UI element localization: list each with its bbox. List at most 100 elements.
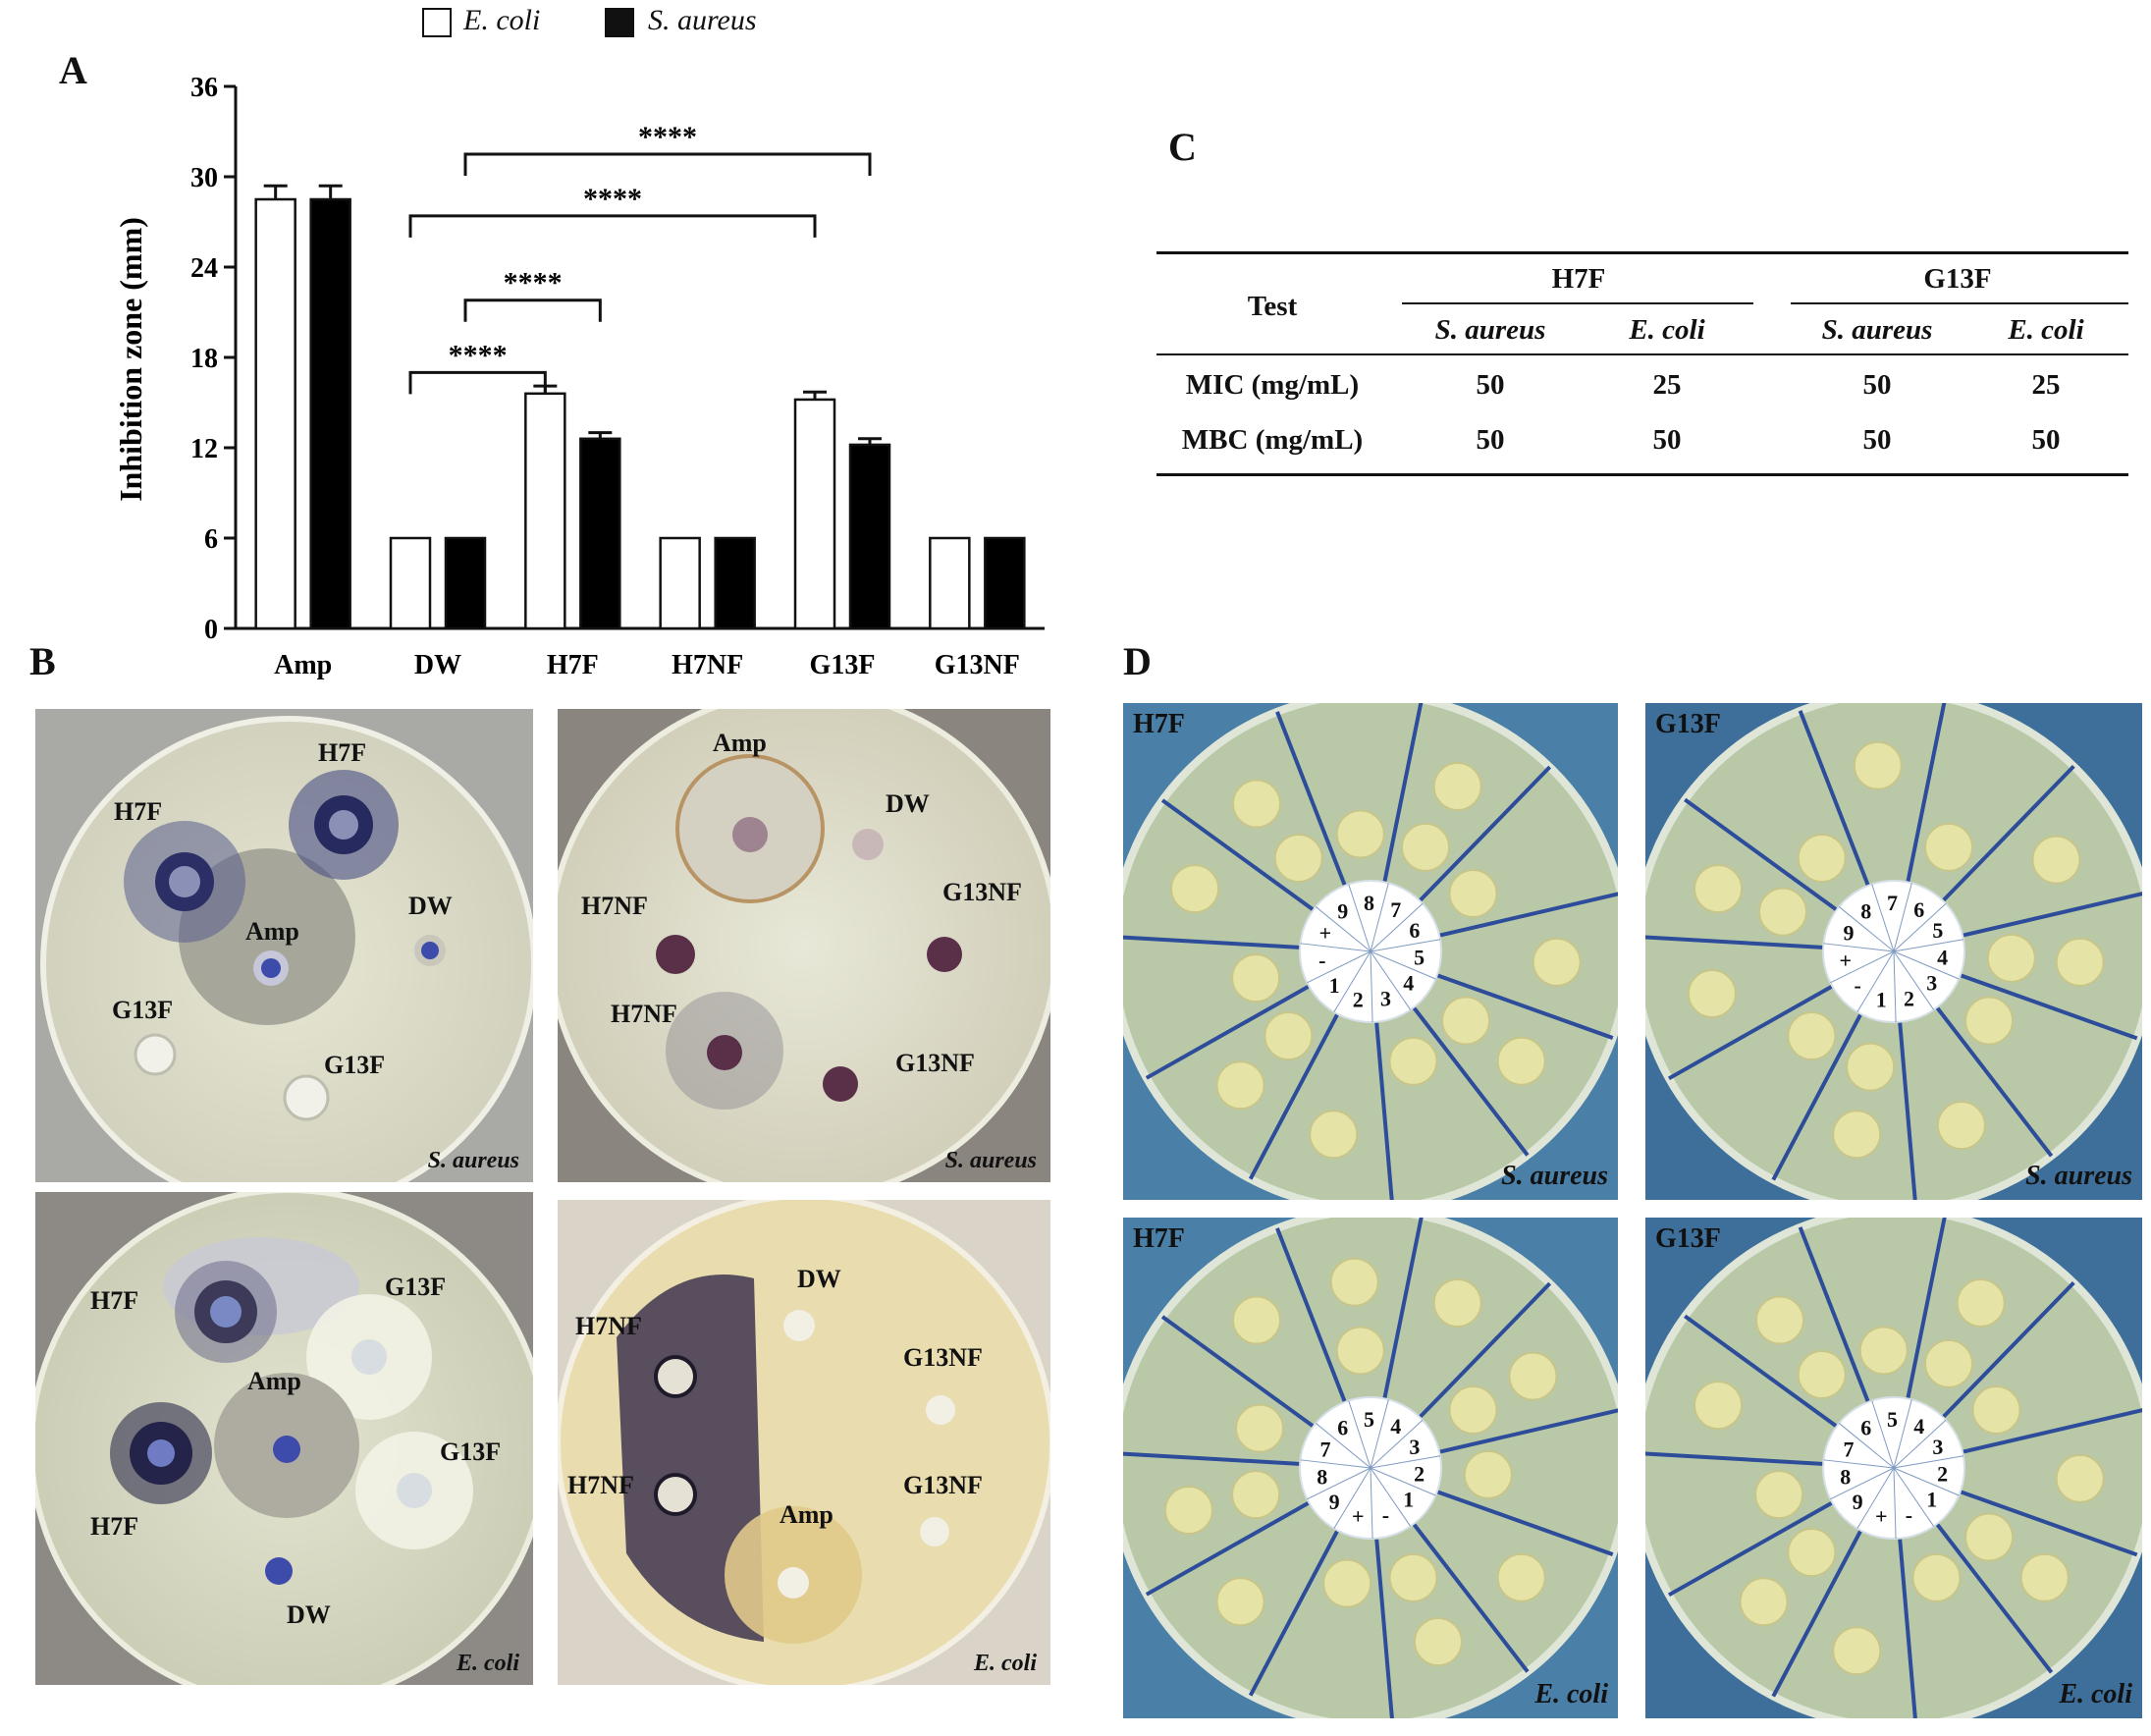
well-label: DW <box>797 1265 841 1293</box>
sector-label: 4 <box>1403 971 1414 996</box>
sector-label: 9 <box>1853 1490 1863 1514</box>
x-tick-label: G13F <box>810 650 876 680</box>
sector-label: 4 <box>1913 1414 1924 1438</box>
sector-label: 6 <box>1913 897 1924 922</box>
bar-saureus-h7nf <box>714 536 756 630</box>
sector-label: 8 <box>1364 891 1374 915</box>
bar-saureus-g13nf <box>984 536 1026 630</box>
sector-label: 3 <box>1926 971 1937 996</box>
sector-label: 1 <box>1329 973 1340 998</box>
bar-saureus-g13f <box>848 443 891 630</box>
table-subheader: E. coli <box>1629 314 1705 346</box>
significance-label: **** <box>449 339 508 371</box>
table-cell: 25 <box>1652 369 1682 401</box>
sector-label: 8 <box>1840 1465 1851 1490</box>
sample-label: H7F <box>1133 1223 1185 1254</box>
bar-saureus-amp <box>309 197 351 630</box>
well-label: G13F <box>324 1051 386 1079</box>
bar-ecoli-amp <box>254 197 296 630</box>
well-label: G13NF <box>903 1471 983 1499</box>
sector-label: 4 <box>1937 946 1948 970</box>
table-cell: 50 <box>2031 424 2061 456</box>
x-tick-label: H7NF <box>672 650 743 680</box>
significance-bracket <box>463 298 602 322</box>
plate-b-ecoli-1: H7F G13F Amp H7F G13F DW E. coli <box>35 1192 533 1685</box>
well-label: H7NF <box>575 1312 642 1340</box>
sector-label: 6 <box>1337 1416 1348 1440</box>
organism-label: E. coli <box>2059 1679 2132 1709</box>
sector-label: 5 <box>1887 1407 1898 1432</box>
sector-label: + <box>1319 921 1332 946</box>
well-label: G13NF <box>895 1049 975 1077</box>
plate-b-saureus-2: Amp DW H7NF G13NF H7NF G13NF S. aureus <box>558 709 1050 1182</box>
table-cell: 50 <box>1652 424 1682 456</box>
x-tick-label: H7F <box>547 650 599 680</box>
mic-mbc-table: Test H7F G13F S. aureus E. coli S. aureu… <box>1156 251 2128 477</box>
well-label: G13F <box>440 1438 502 1466</box>
y-axis-label: Inhibition zone (mm) <box>113 217 148 502</box>
bar-saureus-h7f <box>579 437 621 630</box>
well-label: DW <box>408 892 453 920</box>
panel-letter-a: A <box>59 48 87 92</box>
sector-label: 7 <box>1319 1438 1330 1462</box>
well-label: DW <box>287 1600 331 1629</box>
y-tick-label: 12 <box>190 434 218 464</box>
legend-label-saureus: S. aureus <box>648 4 757 36</box>
table-group-g13f: G13F <box>1923 263 1992 295</box>
sector-label: - <box>1382 1503 1389 1528</box>
organism-label: E. coli <box>1534 1679 1608 1709</box>
y-tick-label: 30 <box>190 163 218 193</box>
organism-label: E. coli <box>974 1651 1037 1676</box>
sample-label: G13F <box>1655 709 1721 739</box>
y-tick-label: 18 <box>190 344 218 374</box>
significance-label: **** <box>583 183 642 215</box>
sector-label: 2 <box>1353 987 1364 1011</box>
significance-bracket <box>463 152 872 176</box>
well-label: Amp <box>713 729 767 757</box>
well-label: G13F <box>385 1273 447 1301</box>
well-label: H7F <box>318 738 367 767</box>
table-cell: 50 <box>1476 424 1505 456</box>
sector-label: 2 <box>1937 1462 1948 1487</box>
well-label: G13NF <box>942 878 1022 906</box>
organism-label: S. aureus <box>2025 1161 2132 1191</box>
bar-ecoli-h7nf <box>659 536 701 630</box>
plate-d-g13f-saureus: 8 7 6 5 4 3 2 1- +9 G13F S. aureus <box>1645 703 2142 1200</box>
organism-label: S. aureus <box>1501 1161 1608 1191</box>
y-tick-label: 24 <box>190 253 218 284</box>
table-cell: 50 <box>1862 369 1892 401</box>
significance-bracket <box>408 370 547 395</box>
significance-label: **** <box>638 121 697 153</box>
well-label: H7NF <box>611 1000 677 1028</box>
sector-label: + <box>1352 1503 1365 1528</box>
bar-ecoli-g13nf <box>929 536 971 630</box>
table-group-rule-h7f <box>1402 302 1753 304</box>
legend-label-ecoli: E. coli <box>463 4 541 36</box>
sector-label: 3 <box>1409 1435 1420 1459</box>
bar-chart: Inhibition zone (mm) 0 6 12 18 24 30 36 **** **… <box>113 73 1045 680</box>
well-label: Amp <box>247 1367 301 1395</box>
x-tick-label: DW <box>414 650 461 680</box>
legend-swatch-saureus <box>605 8 634 37</box>
well-label: DW <box>886 789 930 818</box>
sector-label: 9 <box>1329 1490 1340 1514</box>
sector-label: 6 <box>1860 1416 1871 1440</box>
sector-label: 9 <box>1337 899 1348 924</box>
sector-label: 5 <box>1414 946 1425 970</box>
bar-saureus-dw <box>444 536 487 630</box>
table-cell: 25 <box>2031 369 2061 401</box>
plate-d-h7f-saureus: 9 8 7 6 5 4 3 2 1- + H7F S. aureus <box>1123 703 1618 1200</box>
sector-label: 3 <box>1932 1435 1943 1459</box>
sector-label: + <box>1875 1503 1888 1528</box>
sector-label: 2 <box>1414 1462 1425 1487</box>
well-label: Amp <box>245 917 299 946</box>
sector-label: 5 <box>1364 1407 1374 1432</box>
sector-label: 6 <box>1409 918 1420 943</box>
table-row-label: MIC (mg/mL) <box>1185 369 1360 401</box>
table-subheader: E. coli <box>2008 314 2084 346</box>
sample-label: G13F <box>1655 1223 1721 1254</box>
sector-label: 1 <box>1403 1488 1414 1512</box>
sector-label: 2 <box>1904 987 1914 1011</box>
sector-label: 3 <box>1380 987 1391 1011</box>
well-label: G13F <box>112 996 174 1024</box>
